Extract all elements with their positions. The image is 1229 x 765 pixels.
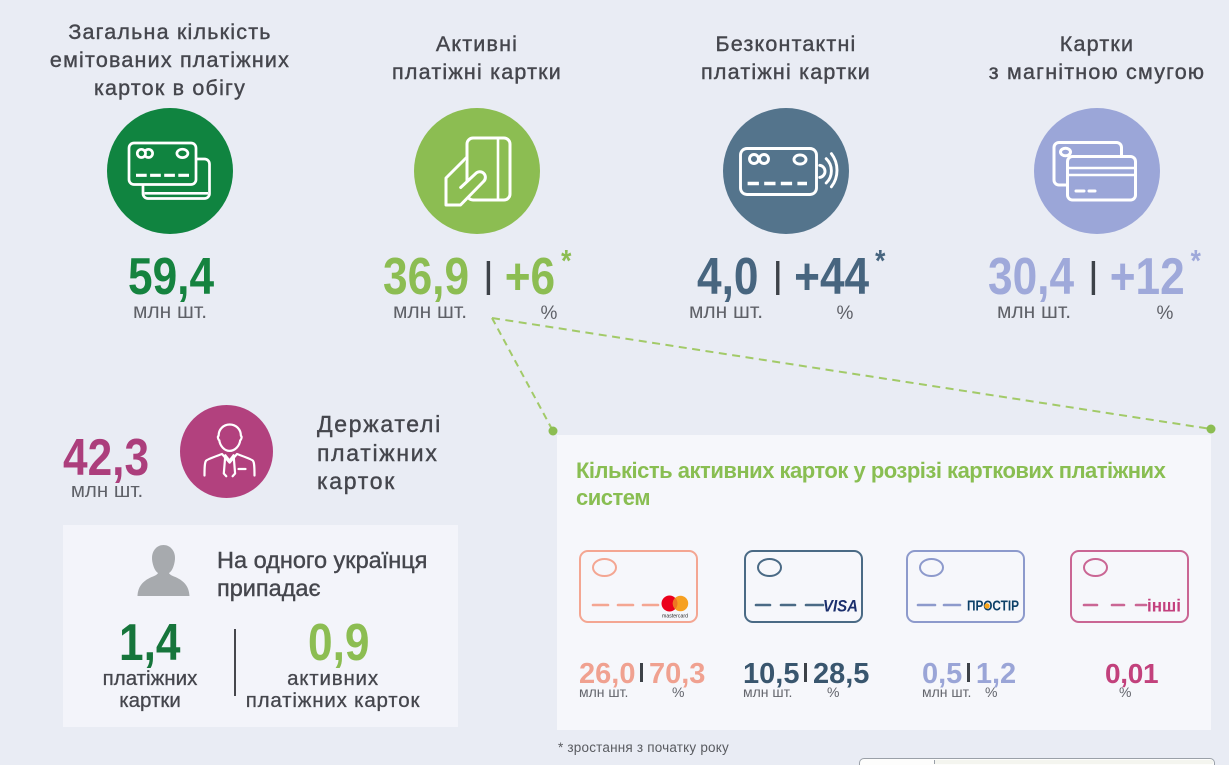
svg-text:ПРОСТІР: ПРОСТІР xyxy=(967,598,1019,615)
svg-text:інші: інші xyxy=(1147,596,1181,616)
svg-text:mastercard: mastercard xyxy=(662,614,688,620)
svg-text:VISA: VISA xyxy=(823,597,858,616)
